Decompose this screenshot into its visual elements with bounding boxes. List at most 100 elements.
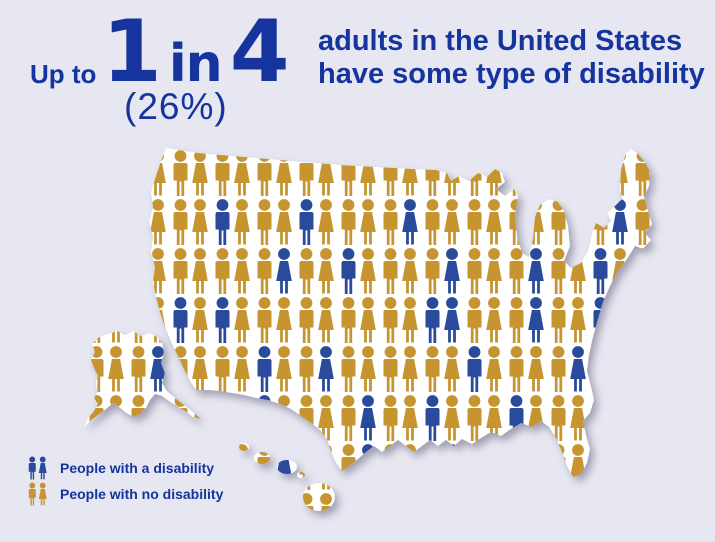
- person-no-disability-icon: [89, 199, 104, 245]
- person-no-disability-icon: [383, 444, 398, 490]
- person-no-disability-icon: [234, 395, 250, 441]
- person-no-disability-icon: [612, 395, 628, 441]
- person-no-disability-icon: [444, 493, 460, 511]
- person-no-disability-icon: [192, 395, 208, 441]
- person-no-disability-icon: [89, 297, 104, 343]
- person-no-disability-icon: [425, 444, 440, 490]
- person-no-disability-icon: [654, 199, 670, 244]
- legend-item-no-disability: People with no disability: [27, 481, 223, 507]
- person-no-disability-icon: [299, 444, 314, 490]
- legend: People with a disability People with no …: [27, 455, 223, 507]
- headline-percent: (26%): [124, 86, 228, 127]
- person-no-disability-icon: [108, 150, 124, 196]
- person-no-disability-icon: [635, 395, 650, 441]
- person-no-disability-icon: [173, 395, 188, 441]
- person-with-disability-icon: [593, 395, 608, 441]
- person-no-disability-icon: [341, 444, 356, 490]
- person-no-disability-icon: [108, 395, 124, 441]
- person-no-disability-icon: [570, 199, 586, 245]
- ratio-connector: in: [168, 34, 223, 94]
- person-no-disability-icon: [383, 493, 398, 511]
- person-with-disability-icon: [360, 444, 376, 490]
- people-pair-gold-icon: [28, 482, 47, 506]
- person-no-disability-icon: [612, 493, 628, 511]
- person-with-disability-icon: [593, 297, 608, 343]
- person-no-disability-icon: [635, 346, 650, 392]
- person-no-disability-icon: [593, 150, 608, 196]
- person-no-disability-icon: [612, 248, 628, 294]
- person-no-disability-icon: [528, 444, 544, 490]
- person-no-disability-icon: [635, 493, 650, 511]
- person-no-disability-icon: [276, 395, 292, 441]
- person-no-disability-icon: [360, 493, 376, 511]
- person-no-disability-icon: [551, 150, 566, 196]
- person-no-disability-icon: [257, 444, 272, 490]
- person-no-disability-icon: [402, 444, 418, 490]
- person-no-disability-icon: [318, 493, 334, 511]
- contiguous-us-shape: [149, 148, 652, 477]
- person-no-disability-icon: [341, 493, 356, 511]
- person-no-disability-icon: [318, 444, 334, 490]
- person-no-disability-icon: [612, 346, 628, 392]
- person-no-disability-icon: [257, 493, 272, 511]
- person-no-disability-icon: [635, 248, 650, 294]
- description-line-1: adults in the United States: [318, 25, 683, 57]
- person-no-disability-icon: [528, 395, 544, 441]
- person-no-disability-icon: [612, 444, 628, 490]
- headline-prefix: Up to: [30, 59, 97, 89]
- person-no-disability-icon: [509, 444, 524, 490]
- person-no-disability-icon: [131, 248, 146, 294]
- person-no-disability-icon: [528, 493, 544, 511]
- person-no-disability-icon: [402, 493, 418, 511]
- person-no-disability-icon: [593, 346, 608, 392]
- ratio-denominator: 4: [229, 2, 290, 102]
- person-no-disability-icon: [654, 346, 670, 391]
- person-no-disability-icon: [108, 248, 124, 294]
- person-no-disability-icon: [654, 395, 670, 440]
- person-no-disability-icon: [234, 444, 250, 490]
- person-with-disability-icon: [444, 444, 460, 490]
- person-no-disability-icon: [299, 395, 314, 441]
- description-line-2: have some type of disability: [318, 58, 705, 90]
- legend-item-disability: People with a disability: [27, 455, 223, 481]
- person-no-disability-icon: [654, 493, 670, 538]
- person-no-disability-icon: [528, 150, 544, 196]
- person-no-disability-icon: [150, 395, 166, 441]
- person-no-disability-icon: [654, 248, 670, 293]
- person-no-disability-icon: [593, 444, 608, 490]
- person-no-disability-icon: [425, 493, 440, 511]
- people-pair-blue-icon: [28, 456, 47, 480]
- person-no-disability-icon: [215, 395, 230, 441]
- ratio-numerator: 1: [102, 2, 162, 102]
- person-no-disability-icon: [486, 444, 502, 490]
- person-no-disability-icon: [108, 199, 124, 245]
- person-no-disability-icon: [89, 248, 104, 294]
- legend-label-no-disability: People with no disability: [60, 486, 224, 502]
- person-no-disability-icon: [486, 493, 502, 511]
- headline-description: adults in the United States have some ty…: [318, 25, 705, 91]
- person-no-disability-icon: [173, 346, 188, 392]
- person-no-disability-icon: [570, 493, 586, 511]
- person-no-disability-icon: [299, 493, 314, 511]
- person-no-disability-icon: [467, 493, 482, 511]
- person-no-disability-icon: [89, 150, 104, 196]
- person-no-disability-icon: [131, 395, 146, 441]
- legend-label-disability: People with a disability: [60, 460, 215, 476]
- person-no-disability-icon: [654, 150, 670, 195]
- person-no-disability-icon: [635, 444, 650, 490]
- person-no-disability-icon: [234, 493, 250, 511]
- person-no-disability-icon: [509, 493, 524, 511]
- headline-ratio: 1 in 4: [102, 2, 290, 102]
- person-no-disability-icon: [131, 150, 146, 196]
- person-no-disability-icon: [551, 444, 566, 490]
- person-with-disability-icon: [509, 395, 524, 441]
- person-no-disability-icon: [612, 297, 628, 343]
- person-no-disability-icon: [654, 297, 670, 342]
- person-with-disability-icon: [257, 395, 272, 441]
- person-no-disability-icon: [276, 493, 292, 511]
- person-no-disability-icon: [593, 493, 608, 511]
- person-no-disability-icon: [570, 444, 586, 490]
- headline: Up to 1 in 4 (26%) adults in the United …: [0, 0, 715, 140]
